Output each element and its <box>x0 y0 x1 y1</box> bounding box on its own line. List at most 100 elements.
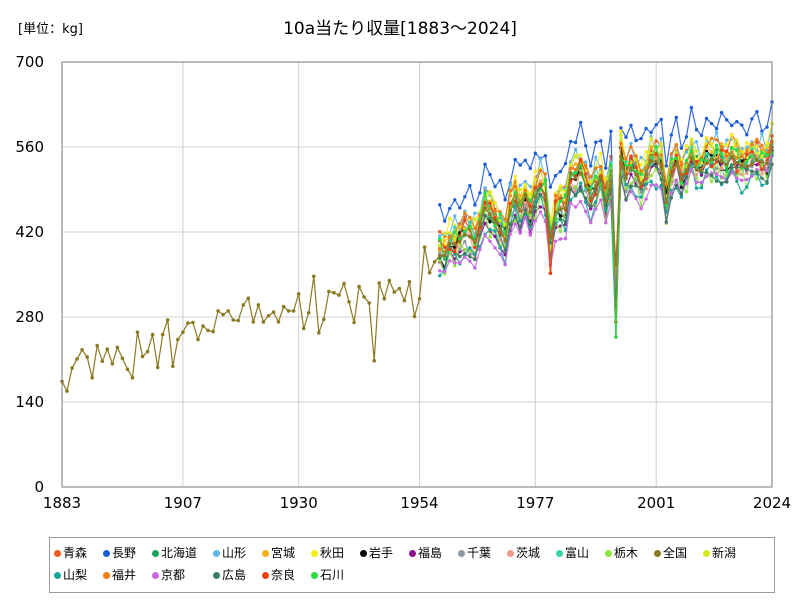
data-point <box>745 177 749 182</box>
data-point <box>473 203 477 207</box>
national-point <box>120 356 125 361</box>
national-point <box>70 366 74 370</box>
data-point <box>755 170 759 174</box>
data-point <box>674 143 678 147</box>
national-line <box>61 146 773 393</box>
data-point <box>684 144 689 148</box>
data-point <box>689 137 694 141</box>
data-point <box>483 200 487 204</box>
national-point <box>65 389 69 393</box>
data-point <box>735 176 739 180</box>
data-point <box>639 136 643 141</box>
data-point <box>463 229 467 233</box>
data-point <box>674 151 678 155</box>
data-point <box>659 136 663 141</box>
data-point <box>704 170 709 175</box>
national-point <box>442 253 447 258</box>
legend-marker <box>213 572 220 579</box>
data-point <box>649 130 653 135</box>
data-point <box>483 233 487 237</box>
data-point <box>448 216 452 221</box>
data-point <box>619 126 623 130</box>
data-point <box>473 257 477 262</box>
data-point <box>604 177 608 181</box>
data-point <box>709 121 714 126</box>
national-point <box>447 241 452 246</box>
data-point <box>528 213 532 217</box>
data-point <box>624 197 628 201</box>
national-point <box>150 332 155 337</box>
data-point <box>709 150 714 154</box>
data-point <box>604 221 608 225</box>
chart-title: 10a当たり収量[1883～2024] <box>283 19 517 39</box>
data-point <box>453 238 457 242</box>
data-point <box>443 245 447 249</box>
data-point <box>579 188 583 192</box>
data-point <box>709 171 714 175</box>
data-point <box>573 193 578 198</box>
national-point <box>513 199 517 204</box>
legend-label: 栃木 <box>614 546 639 560</box>
data-point <box>438 251 442 255</box>
data-point <box>704 135 709 140</box>
data-point <box>528 233 532 237</box>
national-point <box>493 219 497 224</box>
national-point <box>543 192 548 197</box>
data-point <box>709 144 714 148</box>
national-point <box>236 318 240 323</box>
data-point <box>453 230 457 234</box>
data-point <box>709 136 714 141</box>
data-point <box>649 179 653 183</box>
data-point <box>704 144 709 149</box>
data-point <box>558 169 563 174</box>
national-point <box>171 364 175 369</box>
data-point <box>654 139 658 143</box>
national-point <box>740 164 744 168</box>
series-長野 <box>438 100 774 294</box>
national-point <box>291 309 296 313</box>
legend-item: 北海道 <box>152 546 197 560</box>
data-point <box>478 191 482 195</box>
legend-item: 石川 <box>311 568 344 582</box>
national-point <box>90 375 94 380</box>
data-point <box>679 166 684 170</box>
data-point <box>694 128 699 132</box>
data-point <box>553 193 558 198</box>
data-point <box>438 269 442 273</box>
data-point <box>503 248 507 253</box>
national-point <box>745 164 749 169</box>
data-point <box>538 192 543 196</box>
data-point <box>538 210 543 214</box>
national-point <box>649 159 653 163</box>
data-point <box>760 150 764 155</box>
data-point <box>709 174 714 178</box>
data-point <box>488 172 492 177</box>
data-point <box>518 219 522 223</box>
data-point <box>568 166 573 171</box>
data-point <box>584 196 588 200</box>
data-point <box>725 118 729 122</box>
national-point <box>367 301 372 305</box>
data-point <box>704 168 709 172</box>
data-point <box>649 145 653 149</box>
data-point <box>468 220 472 224</box>
data-point <box>589 199 593 203</box>
national-point <box>478 221 482 225</box>
legend-marker <box>152 572 159 579</box>
national-point <box>160 332 165 337</box>
national-point <box>256 303 261 307</box>
national-point <box>463 232 467 237</box>
data-point <box>760 129 764 133</box>
national-point <box>755 158 759 162</box>
axis-labels: 1883 1907 1930 1954 1977 2001 2024 0 140 280 420 56… <box>15 53 791 512</box>
data-point <box>568 163 573 167</box>
data-point <box>558 229 563 234</box>
data-point <box>584 160 588 164</box>
legend-item: 長野 <box>103 546 136 560</box>
data-point <box>463 251 467 256</box>
national-point <box>684 168 689 172</box>
data-point <box>473 211 477 215</box>
data-point <box>483 213 487 218</box>
data-point <box>624 182 628 187</box>
national-point <box>140 354 145 359</box>
